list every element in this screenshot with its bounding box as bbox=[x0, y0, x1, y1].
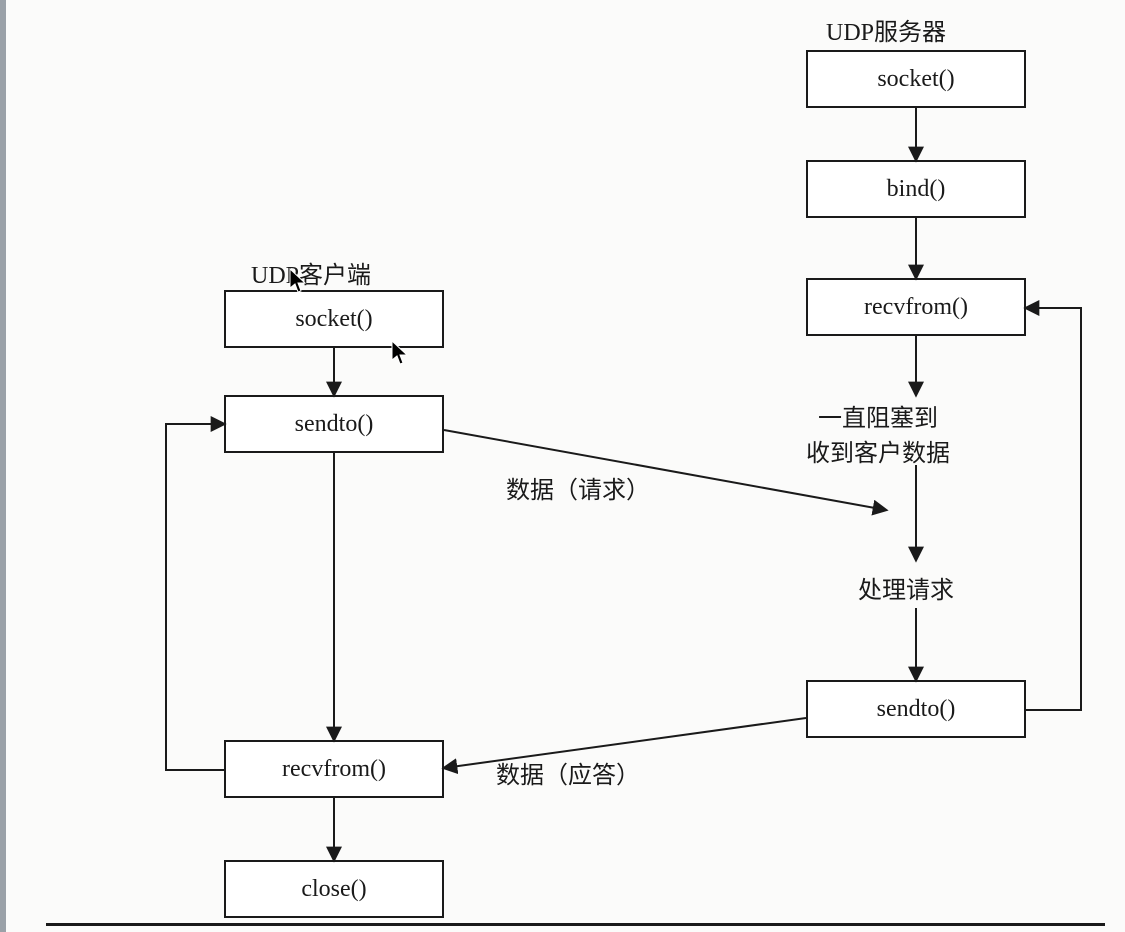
edges-layer bbox=[6, 0, 1125, 932]
edge-c_recv_loop_sendto bbox=[166, 424, 224, 770]
node-server-bind: bind() bbox=[806, 160, 1026, 218]
node-label: sendto() bbox=[877, 696, 956, 723]
node-client-socket: socket() bbox=[224, 290, 444, 348]
node-label: close() bbox=[301, 876, 366, 903]
node-label: sendto() bbox=[295, 411, 374, 438]
label-data-request: 数据（请求） bbox=[506, 470, 650, 505]
node-client-recvfrom: recvfrom() bbox=[224, 740, 444, 798]
label-process-request: 处理请求 bbox=[858, 570, 954, 605]
node-client-sendto: sendto() bbox=[224, 395, 444, 453]
node-label: bind() bbox=[887, 176, 946, 203]
label-block-until: 一直阻塞到 收到客户数据 bbox=[806, 398, 950, 468]
label-data-reply: 数据（应答） bbox=[496, 755, 640, 790]
node-label: socket() bbox=[877, 66, 954, 93]
client-heading: UDP客户端 bbox=[251, 255, 371, 290]
node-label: recvfrom() bbox=[282, 756, 386, 783]
bottom-rule bbox=[46, 923, 1105, 926]
node-label: recvfrom() bbox=[864, 294, 968, 321]
edge-s_sendto_loop_recv bbox=[1026, 308, 1081, 710]
node-server-socket: socket() bbox=[806, 50, 1026, 108]
node-label: socket() bbox=[295, 306, 372, 333]
node-server-sendto: sendto() bbox=[806, 680, 1026, 738]
node-server-recvfrom: recvfrom() bbox=[806, 278, 1026, 336]
server-heading: UDP服务器 bbox=[826, 12, 946, 47]
diagram-canvas: UDP客户端 UDP服务器 socket() sendto() recvfrom… bbox=[0, 0, 1125, 932]
node-client-close: close() bbox=[224, 860, 444, 918]
